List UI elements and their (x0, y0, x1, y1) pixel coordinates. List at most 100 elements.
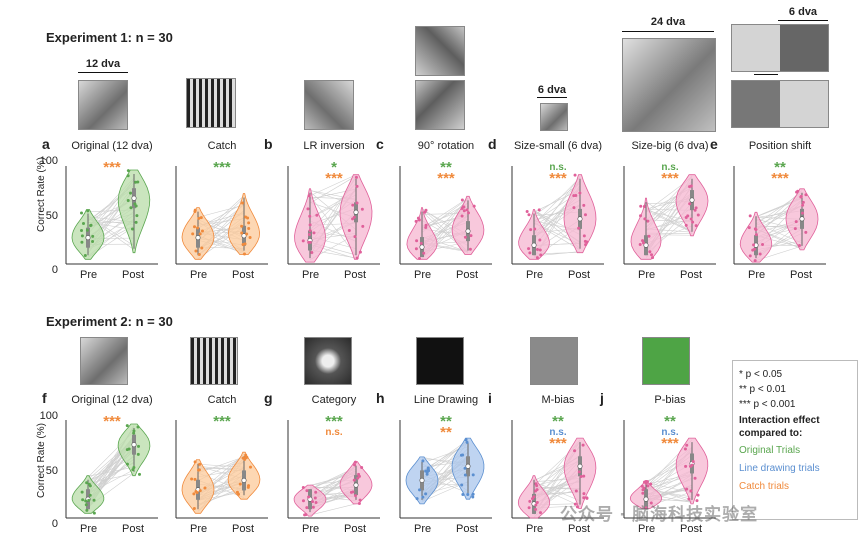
x-label-pre: Pre (526, 523, 544, 535)
data-point (649, 482, 653, 486)
violin-chart (399, 420, 492, 519)
panel-title: Catch (207, 140, 237, 152)
data-point (691, 459, 695, 463)
stimulus-image-lr-inversion (304, 80, 354, 130)
data-point (306, 207, 310, 211)
data-point (689, 489, 693, 493)
data-point (754, 233, 758, 237)
data-point (460, 198, 464, 202)
data-point (353, 460, 357, 464)
data-point (640, 484, 644, 488)
data-point (641, 239, 645, 243)
significance-stars: *** (213, 159, 231, 176)
data-point (195, 491, 199, 495)
data-point (92, 498, 96, 502)
subject-line (645, 482, 693, 494)
panel-title: Category (311, 394, 357, 406)
data-point (748, 214, 752, 218)
data-point (801, 203, 805, 207)
significance-legend: * p < 0.05 ** p < 0.01 *** p < 0.001 Int… (732, 360, 858, 520)
data-point (471, 473, 475, 477)
data-point (426, 468, 430, 472)
legend-p3: *** p < 0.001 (739, 399, 796, 410)
data-point (694, 224, 698, 228)
data-point (797, 244, 801, 248)
data-point (582, 234, 586, 238)
subject-line (87, 473, 135, 484)
median-dot (531, 242, 537, 248)
data-point (465, 440, 469, 444)
data-point (126, 198, 130, 202)
significance-stars: *** (549, 435, 567, 452)
data-point (424, 226, 428, 230)
data-point (132, 431, 136, 435)
x-label-post: Post (568, 269, 591, 281)
experiment1-title: Experiment 1: n = 30 (46, 30, 173, 45)
data-point (361, 224, 365, 228)
data-point (86, 209, 90, 213)
data-point (460, 214, 464, 218)
data-point (304, 513, 308, 517)
significance-stars: ** (552, 413, 564, 430)
data-point (424, 492, 428, 496)
data-point (650, 253, 654, 257)
data-point (235, 490, 239, 494)
data-point (129, 191, 133, 195)
data-point (129, 206, 133, 210)
data-point (203, 486, 207, 490)
dva-arrow-6a (537, 97, 567, 98)
data-point (197, 468, 201, 472)
data-point (351, 217, 355, 221)
data-point (643, 217, 647, 221)
violin-chart (175, 420, 268, 519)
violin-chart (623, 166, 716, 265)
data-point (311, 505, 315, 509)
y-tick-50-row2: 50 (45, 465, 58, 477)
significance-stars: *** (325, 170, 343, 187)
data-point (463, 473, 467, 477)
panel-title: Original (12 dva) (71, 394, 153, 406)
panel-title: 90° rotation (417, 140, 475, 152)
data-point (533, 227, 537, 231)
data-point (198, 462, 202, 466)
x-label-post: Post (232, 269, 255, 281)
violin-chart (511, 420, 604, 519)
data-point (132, 429, 136, 433)
subject-line (309, 174, 357, 197)
data-point (684, 464, 688, 468)
data-point (696, 213, 700, 217)
x-label-post: Post (232, 523, 255, 535)
data-point (240, 231, 244, 235)
data-point (582, 203, 586, 207)
position-shift-arrow (754, 74, 778, 75)
experiment2-title: Experiment 2: n = 30 (46, 314, 173, 329)
panel-label-d: d (488, 136, 497, 152)
data-point (79, 211, 83, 215)
panel-label-i: i (488, 390, 492, 406)
data-point (691, 220, 695, 224)
data-point (468, 247, 472, 251)
x-label-pre: Pre (80, 523, 98, 535)
data-point (357, 501, 361, 505)
violin-chart (399, 166, 492, 265)
median-dot (689, 197, 695, 203)
panel-title: P-bias (654, 394, 686, 406)
data-point (80, 490, 84, 494)
data-point (125, 448, 129, 452)
data-point (424, 469, 428, 473)
significance-stars: n.s. (549, 427, 567, 438)
stimulus-image-position-2 (731, 80, 829, 128)
data-point (572, 206, 576, 210)
data-point (460, 483, 464, 487)
data-point (357, 474, 361, 478)
data-point (417, 218, 421, 222)
y-tick-0-row1: 0 (51, 264, 58, 276)
significance-stars: ** (440, 159, 452, 176)
data-point (137, 444, 141, 448)
median-dot (131, 195, 137, 201)
data-point (685, 487, 689, 491)
panel-label-c: c (376, 136, 384, 152)
data-point (191, 232, 195, 236)
dva-label-6b: 6 dva (788, 6, 818, 18)
data-point (418, 488, 422, 492)
